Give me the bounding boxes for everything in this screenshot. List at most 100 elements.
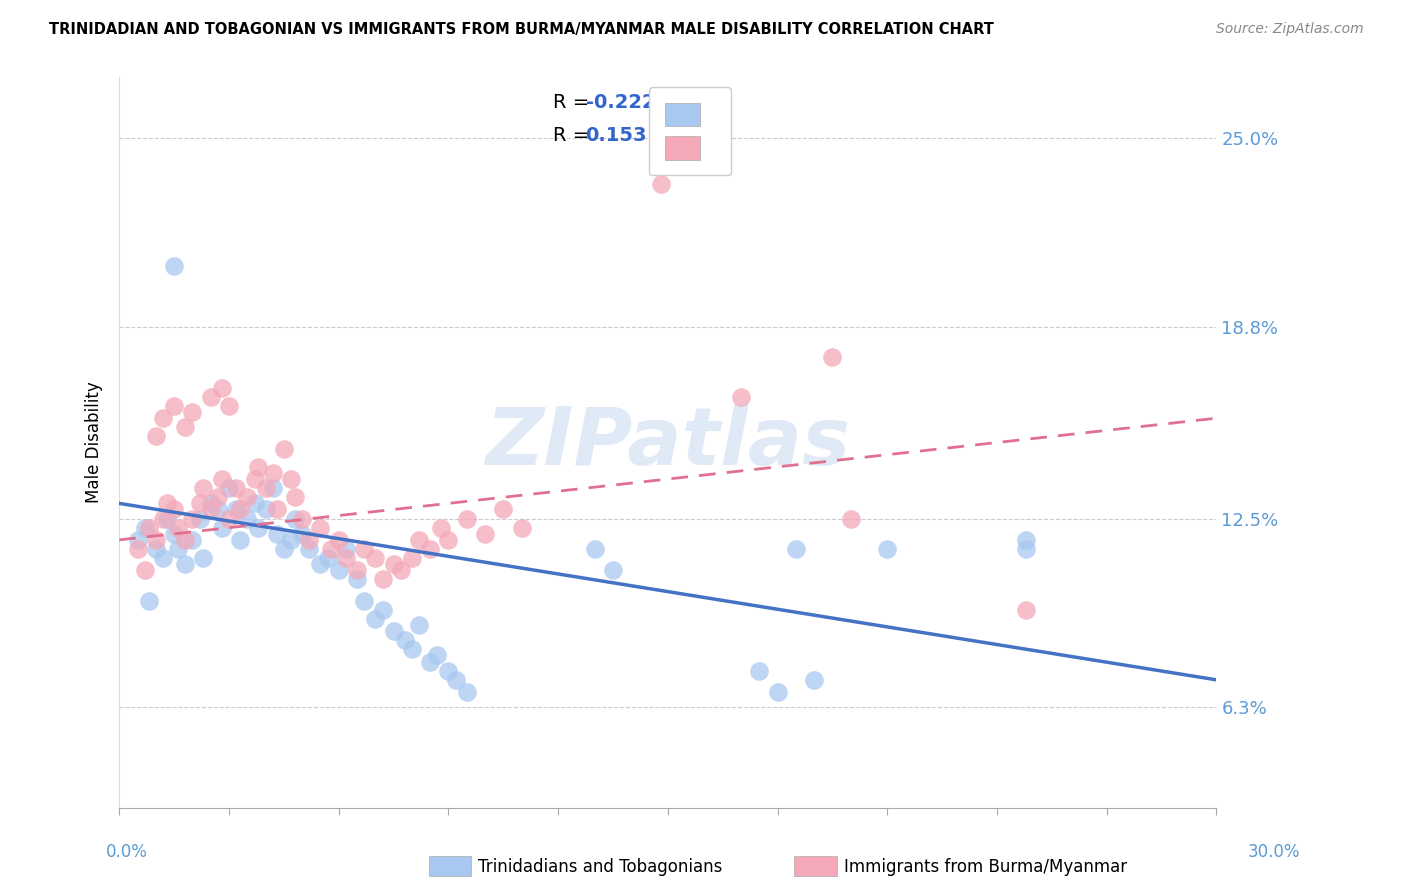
Point	[174, 533, 197, 547]
Point	[364, 551, 387, 566]
Point	[236, 491, 259, 505]
Point	[730, 390, 752, 404]
Point	[821, 351, 844, 365]
Point	[280, 533, 302, 547]
Point	[298, 541, 321, 556]
Point	[211, 472, 233, 486]
Point	[163, 526, 186, 541]
Point	[188, 496, 211, 510]
Point	[266, 526, 288, 541]
Point	[152, 511, 174, 525]
Point	[163, 502, 186, 516]
Point	[200, 390, 222, 404]
Point	[309, 521, 332, 535]
Point	[291, 526, 314, 541]
Point	[247, 521, 270, 535]
Legend: , : ,	[650, 87, 731, 176]
Text: 0.0%: 0.0%	[105, 843, 148, 861]
Point	[229, 533, 252, 547]
Point	[254, 502, 277, 516]
Point	[803, 673, 825, 687]
Text: N =: N =	[644, 94, 700, 112]
Point	[474, 526, 496, 541]
Point	[273, 442, 295, 456]
Point	[236, 511, 259, 525]
Text: Source: ZipAtlas.com: Source: ZipAtlas.com	[1216, 22, 1364, 37]
Point	[382, 624, 405, 639]
Point	[218, 481, 240, 495]
Point	[419, 541, 441, 556]
Point	[127, 533, 149, 547]
Point	[430, 521, 453, 535]
Point	[408, 533, 430, 547]
Text: Immigrants from Burma/Myanmar: Immigrants from Burma/Myanmar	[844, 858, 1126, 876]
Point	[335, 551, 357, 566]
Point	[1015, 603, 1038, 617]
Point	[510, 521, 533, 535]
Point	[193, 551, 215, 566]
Point	[401, 642, 423, 657]
Point	[225, 502, 247, 516]
Point	[785, 541, 807, 556]
Point	[262, 481, 284, 495]
Text: 0.153: 0.153	[585, 127, 647, 145]
Point	[1015, 533, 1038, 547]
Point	[243, 496, 266, 510]
Point	[273, 541, 295, 556]
Point	[243, 472, 266, 486]
Point	[218, 399, 240, 413]
Point	[426, 648, 449, 663]
Point	[346, 563, 368, 577]
Point	[389, 563, 412, 577]
Point	[335, 541, 357, 556]
Point	[145, 429, 167, 443]
Text: 56: 56	[679, 94, 706, 112]
Text: N =: N =	[644, 127, 700, 145]
Point	[145, 541, 167, 556]
Point	[181, 405, 204, 419]
Point	[152, 551, 174, 566]
Point	[207, 491, 229, 505]
Point	[200, 496, 222, 510]
Point	[156, 496, 179, 510]
Point	[181, 533, 204, 547]
Point	[138, 593, 160, 607]
Point	[127, 541, 149, 556]
Point	[364, 612, 387, 626]
Point	[163, 399, 186, 413]
Point	[346, 573, 368, 587]
Text: Trinidadians and Tobagonians: Trinidadians and Tobagonians	[478, 858, 723, 876]
Point	[371, 603, 394, 617]
Point	[291, 511, 314, 525]
Point	[394, 633, 416, 648]
Text: R =: R =	[553, 94, 595, 112]
Point	[193, 481, 215, 495]
Text: 30.0%: 30.0%	[1249, 843, 1301, 861]
Point	[583, 541, 606, 556]
Point	[211, 521, 233, 535]
Point	[284, 491, 307, 505]
Point	[166, 521, 188, 535]
Point	[298, 533, 321, 547]
Text: -0.222: -0.222	[585, 94, 655, 112]
Point	[200, 502, 222, 516]
Point	[353, 593, 375, 607]
Point	[134, 563, 156, 577]
Point	[266, 502, 288, 516]
Point	[174, 558, 197, 572]
Point	[321, 541, 343, 556]
Point	[492, 502, 515, 516]
Point	[371, 573, 394, 587]
Point	[152, 411, 174, 425]
Point	[650, 177, 672, 191]
Point	[456, 685, 478, 699]
Point	[766, 685, 789, 699]
Point	[456, 511, 478, 525]
Text: 62: 62	[679, 127, 706, 145]
Y-axis label: Male Disability: Male Disability	[86, 382, 103, 503]
Point	[408, 618, 430, 632]
Point	[218, 511, 240, 525]
Point	[748, 664, 770, 678]
Point	[188, 511, 211, 525]
Point	[401, 551, 423, 566]
